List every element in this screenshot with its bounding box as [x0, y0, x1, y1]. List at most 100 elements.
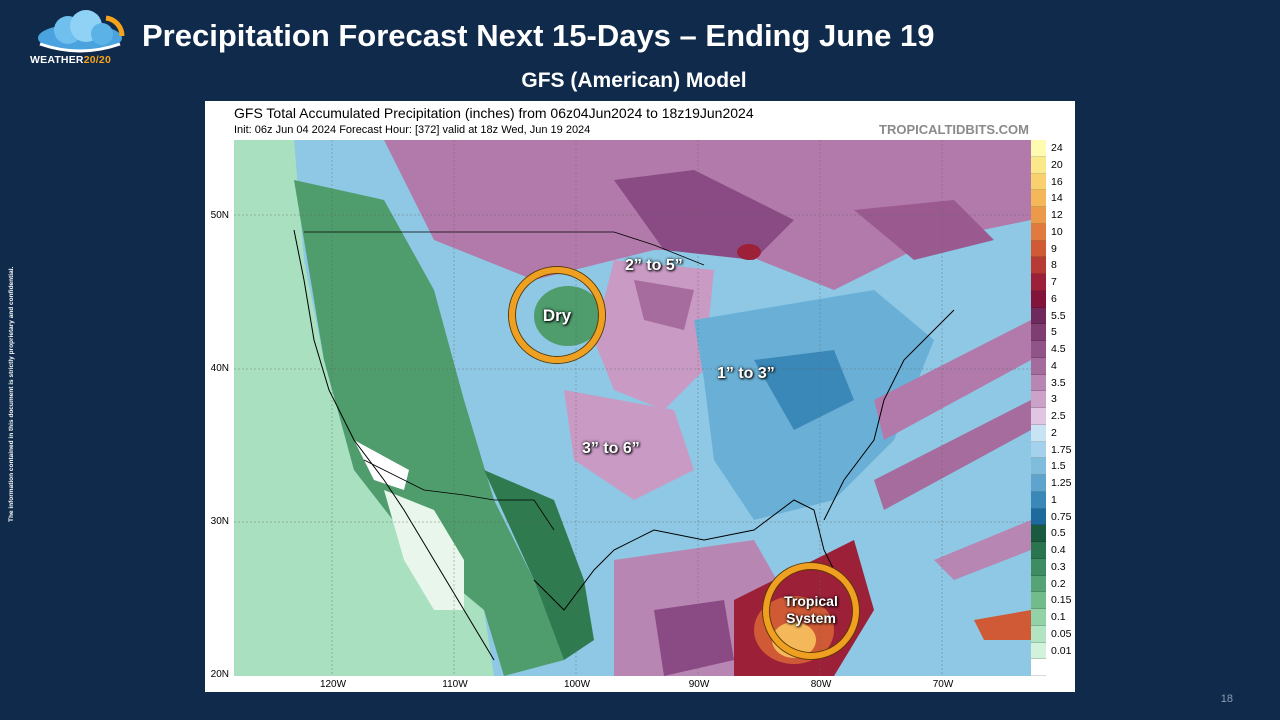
legend-label: 4.5: [1051, 343, 1066, 355]
tropical-label-line2: System: [786, 610, 836, 626]
legend-row: 3: [1031, 391, 1075, 408]
legend-row: 4.5: [1031, 341, 1075, 358]
legend-label: 5.5: [1051, 309, 1066, 322]
legend-row: 1.75: [1031, 441, 1075, 459]
lat-label-40n: 40N: [210, 363, 229, 374]
slide-title: Precipitation Forecast Next 15-Days – En…: [142, 18, 935, 53]
legend-label: 1.75: [1051, 443, 1072, 456]
legend-swatch: [1031, 575, 1046, 593]
legend-row: 0.5: [1031, 525, 1075, 542]
north-central-range-label: 2” to 5”: [625, 257, 683, 274]
lon-label-110w: 110W: [442, 679, 468, 690]
legend-row: 0.1: [1031, 609, 1075, 626]
tropical-system-label: Tropical System: [763, 593, 859, 627]
legend-swatch: [1031, 307, 1046, 325]
legend-swatch: [1031, 642, 1046, 660]
legend-label: 7: [1051, 276, 1057, 288]
legend-row: 0.01: [1031, 642, 1075, 660]
legend-swatch: [1031, 441, 1046, 459]
weather2020-logo-icon: [38, 10, 125, 53]
legend-label: 16: [1051, 175, 1063, 188]
legend-swatch: [1031, 424, 1046, 442]
legend-label: 1: [1051, 493, 1057, 506]
legend-swatch: [1031, 475, 1046, 492]
legend-label: 5: [1051, 326, 1057, 339]
map-init-line: Init: 06z Jun 04 2024 Forecast Hour: [37…: [234, 124, 591, 136]
legend-row: 3.5: [1031, 374, 1075, 392]
legend-row: 20: [1031, 156, 1075, 174]
lon-label-90w: 90W: [688, 679, 710, 690]
tropical-label-line1: Tropical: [784, 593, 838, 609]
legend-label: 2: [1051, 426, 1057, 439]
legend-row: 1: [1031, 491, 1075, 509]
tropical-system-highlight-circle: [763, 563, 859, 659]
forecast-map-panel: GFS Total Accumulated Precipitation (inc…: [205, 101, 1075, 692]
legend-label: 9: [1051, 242, 1057, 255]
legend-row: 2.5: [1031, 408, 1075, 425]
dry-highlight-circle: [509, 267, 605, 363]
legend-label: 0.75: [1051, 510, 1072, 523]
legend-label: 24: [1051, 142, 1063, 154]
legend-row: 8: [1031, 257, 1075, 274]
legend-label: 0.2: [1051, 577, 1066, 590]
legend-label: 6: [1051, 292, 1057, 305]
legend-row: 6: [1031, 290, 1075, 308]
legend-row: 0.75: [1031, 508, 1075, 526]
slide-subtitle: GFS (American) Model: [521, 69, 747, 92]
legend-row: 1.5: [1031, 458, 1075, 475]
legend-label: 1.25: [1051, 477, 1072, 489]
legend-swatch: [1031, 341, 1046, 358]
legend-label: 3: [1051, 393, 1057, 406]
legend-swatch: [1031, 357, 1046, 375]
south-central-range-label: 3” to 6”: [582, 440, 640, 457]
legend-row: 0.2: [1031, 575, 1075, 593]
legend-row: 24: [1031, 140, 1075, 157]
legend-row: 0.05: [1031, 625, 1075, 643]
legend-swatch: [1031, 491, 1046, 509]
legend-row: 5: [1031, 324, 1075, 341]
legend-row: 16: [1031, 173, 1075, 191]
legend-swatch: [1031, 190, 1046, 207]
map-source: TROPICALTIDBITS.COM: [879, 122, 1029, 137]
legend-label: 0.1: [1051, 611, 1066, 623]
confidentiality-disclaimer: The information contained in this docume…: [8, 266, 15, 522]
legend-label: 2.5: [1051, 410, 1066, 422]
legend-label: 0.01: [1051, 644, 1072, 657]
legend-label: 10: [1051, 225, 1063, 238]
legend-label: 1.5: [1051, 460, 1066, 473]
legend-swatch: [1031, 525, 1046, 542]
legend-row: 0.15: [1031, 592, 1075, 609]
legend-swatch: [1031, 240, 1046, 258]
legend-row: [1031, 659, 1075, 676]
legend-swatch: [1031, 391, 1046, 408]
legend-swatch: [1031, 223, 1046, 241]
lat-label-50n: 50N: [210, 210, 229, 221]
legend-swatch: [1031, 609, 1046, 626]
lat-label-30n: 30N: [210, 516, 229, 527]
legend-row: 7: [1031, 274, 1075, 291]
legend-swatch: [1031, 374, 1046, 392]
lon-label-80w: 80W: [810, 679, 832, 690]
legend-swatch: [1031, 274, 1046, 291]
legend-label: 14: [1051, 192, 1063, 205]
legend-swatch: [1031, 542, 1046, 559]
legend-swatch: [1031, 659, 1046, 676]
lon-label-70w: 70W: [932, 679, 954, 690]
legend-label: 0.4: [1051, 544, 1066, 556]
legend-label: 20: [1051, 158, 1063, 171]
legend-row: 5.5: [1031, 307, 1075, 325]
precipitation-map: [234, 140, 1031, 676]
legend-row: 12: [1031, 207, 1075, 224]
precipitation-legend: 24 20 16 14 12 10 9 8 7 6 5.5 5 4.5 4 3.5 3 2.5 2 1.75 1.5 1…: [1031, 140, 1075, 676]
legend-row: 0.3: [1031, 558, 1075, 576]
map-title: GFS Total Accumulated Precipitation (inc…: [234, 105, 754, 121]
legend-row: 14: [1031, 190, 1075, 207]
lat-label-20n: 20N: [210, 669, 229, 680]
east-range-label: 1” to 3”: [717, 365, 775, 382]
legend-swatch: [1031, 257, 1046, 274]
dry-label: Dry: [542, 306, 572, 325]
legend-label: 0.15: [1051, 594, 1072, 607]
legend-label: 4: [1051, 359, 1057, 372]
legend-swatch: [1031, 408, 1046, 425]
legend-swatch: [1031, 324, 1046, 341]
